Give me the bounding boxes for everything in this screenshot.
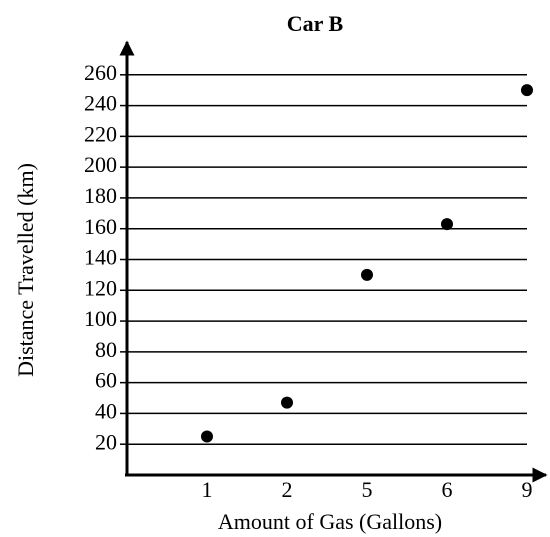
point	[521, 84, 533, 97]
y-tick-label: 260	[84, 60, 117, 85]
y-tick-label: 40	[95, 398, 117, 423]
y-tick-label: 100	[84, 306, 117, 331]
y-tick-label: 120	[84, 275, 117, 300]
point	[361, 268, 373, 281]
x-tick-label: 5	[362, 477, 373, 502]
y-tick-label: 200	[84, 152, 117, 177]
x-axis-label: Amount of Gas (Gallons)	[218, 509, 442, 534]
y-tick-label: 220	[84, 121, 117, 146]
y-tick-label: 80	[95, 337, 117, 362]
y-tick-label: 240	[84, 91, 117, 116]
x-tick-label: 1	[202, 477, 213, 502]
y-axis-label: Distance Travelled (km)	[13, 163, 38, 377]
y-tick-label: 20	[95, 429, 117, 454]
y-tick-label: 160	[84, 214, 117, 239]
point	[201, 430, 213, 443]
y-tick-label: 180	[84, 183, 117, 208]
chart-title: Car B	[287, 11, 344, 36]
x-tick-label: 9	[522, 477, 533, 502]
x-tick-label: 6	[442, 477, 453, 502]
point	[281, 396, 293, 409]
y-tick-label: 60	[95, 368, 117, 393]
point	[441, 218, 453, 231]
x-tick-label: 2	[282, 477, 293, 502]
y-tick-label: 140	[84, 245, 117, 270]
